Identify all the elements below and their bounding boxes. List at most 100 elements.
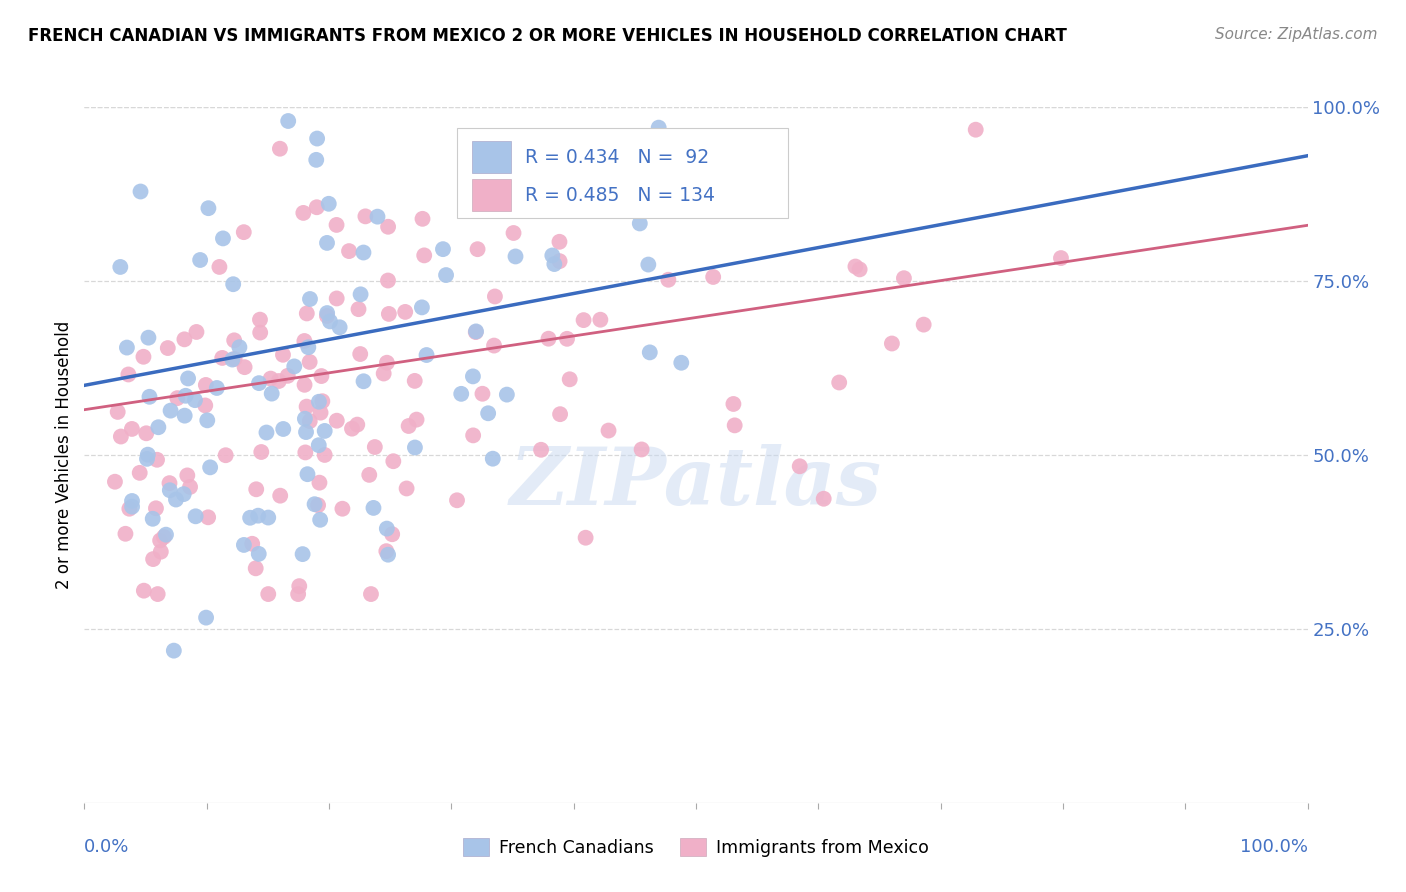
Bar — [472, 141, 512, 173]
Point — [405, 412, 427, 426]
Point — [353, 374, 375, 388]
Point — [118, 501, 141, 516]
Point — [502, 226, 524, 240]
Point — [291, 547, 314, 561]
Point — [287, 587, 309, 601]
Point — [269, 489, 291, 503]
Point — [364, 440, 387, 454]
Point — [115, 341, 138, 355]
Point — [145, 501, 167, 516]
Point — [238, 87, 260, 101]
Text: ZIPatlas: ZIPatlas — [510, 444, 882, 522]
Point — [117, 368, 139, 382]
Point — [146, 452, 169, 467]
Point — [250, 445, 273, 459]
Point — [194, 399, 217, 413]
Point — [215, 448, 238, 462]
Point — [195, 413, 218, 427]
Point — [205, 381, 228, 395]
Point — [461, 369, 484, 384]
Point — [411, 301, 433, 315]
Point — [360, 587, 382, 601]
Point — [269, 142, 291, 156]
Point — [233, 360, 256, 375]
Point — [377, 273, 399, 287]
Point — [813, 491, 835, 506]
Point — [307, 131, 329, 145]
Point — [965, 122, 987, 136]
Point — [110, 429, 132, 443]
Point — [295, 400, 318, 414]
Point — [249, 326, 271, 340]
Point — [347, 302, 370, 317]
Point — [174, 389, 197, 403]
Point — [309, 406, 332, 420]
Point — [245, 561, 267, 575]
Point — [541, 248, 564, 262]
Point — [166, 391, 188, 405]
Point — [211, 351, 233, 365]
Point — [194, 378, 217, 392]
Point — [212, 231, 235, 245]
Point — [318, 196, 340, 211]
Point — [128, 466, 150, 480]
Point — [349, 347, 371, 361]
Point — [136, 451, 159, 466]
Point — [146, 587, 169, 601]
Point — [880, 336, 903, 351]
Point — [460, 161, 482, 176]
Point — [232, 538, 254, 552]
Point — [184, 509, 207, 524]
Point — [110, 260, 132, 274]
Point — [467, 242, 489, 256]
Point — [107, 405, 129, 419]
Point — [404, 374, 426, 388]
Point — [718, 89, 741, 103]
Point — [159, 483, 181, 498]
Point — [297, 467, 319, 482]
Point — [537, 332, 560, 346]
Point — [153, 530, 176, 544]
Point — [638, 345, 661, 359]
Point — [197, 201, 219, 215]
Point — [463, 428, 485, 442]
Point — [477, 406, 499, 420]
Point — [249, 312, 271, 326]
Point — [295, 425, 318, 439]
Point — [575, 531, 598, 545]
Y-axis label: 2 or more Vehicles in Household: 2 or more Vehicles in Household — [55, 321, 73, 589]
Point — [617, 203, 640, 218]
Point — [789, 459, 811, 474]
Legend: French Canadians, Immigrants from Mexico: French Canadians, Immigrants from Mexico — [456, 831, 936, 863]
Text: 100.0%: 100.0% — [1240, 838, 1308, 855]
Point — [173, 332, 195, 346]
Point — [316, 309, 339, 323]
Point — [305, 153, 328, 167]
Point — [247, 547, 270, 561]
Point — [277, 368, 299, 383]
Point — [319, 314, 342, 328]
Point — [121, 500, 143, 514]
Point — [129, 185, 152, 199]
Point — [298, 414, 321, 428]
Point — [271, 422, 294, 436]
Point — [307, 498, 329, 512]
Point — [346, 417, 368, 432]
Point — [628, 217, 651, 231]
Point — [294, 411, 316, 425]
Point — [828, 376, 851, 390]
FancyBboxPatch shape — [457, 128, 787, 219]
Point — [505, 250, 527, 264]
Point — [589, 312, 612, 326]
Point — [142, 552, 165, 566]
Text: R = 0.434   N =  92: R = 0.434 N = 92 — [524, 148, 709, 167]
Point — [257, 587, 280, 601]
Point — [702, 269, 724, 284]
Point — [314, 448, 336, 462]
Point — [536, 158, 558, 172]
Point — [136, 448, 159, 462]
Point — [581, 178, 603, 193]
Point — [114, 526, 136, 541]
Point — [723, 397, 745, 411]
Point — [548, 254, 571, 268]
